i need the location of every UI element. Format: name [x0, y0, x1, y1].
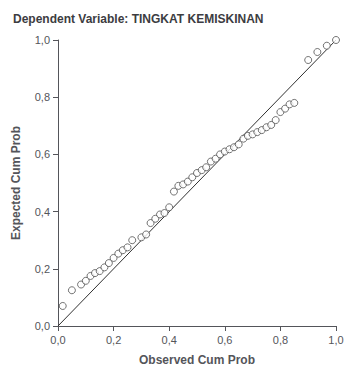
- svg-text:0,4: 0,4: [162, 334, 177, 346]
- svg-text:0,6: 0,6: [35, 148, 50, 160]
- svg-text:0,2: 0,2: [106, 334, 121, 346]
- svg-text:Expected Cum Prob: Expected Cum Prob: [9, 126, 23, 240]
- svg-text:0,6: 0,6: [217, 334, 232, 346]
- svg-text:0,8: 0,8: [273, 334, 288, 346]
- svg-text:0,0: 0,0: [35, 320, 50, 332]
- svg-text:Observed Cum Prob: Observed Cum Prob: [139, 353, 255, 367]
- svg-text:Dependent Variable: TINGKAT KE: Dependent Variable: TINGKAT KEMISKINAN: [13, 12, 263, 26]
- svg-text:0,8: 0,8: [35, 91, 50, 103]
- svg-text:0,2: 0,2: [35, 263, 50, 275]
- svg-text:1,0: 1,0: [35, 34, 50, 46]
- svg-text:1,0: 1,0: [328, 334, 343, 346]
- svg-text:0,4: 0,4: [35, 206, 50, 218]
- svg-text:0,0: 0,0: [50, 334, 65, 346]
